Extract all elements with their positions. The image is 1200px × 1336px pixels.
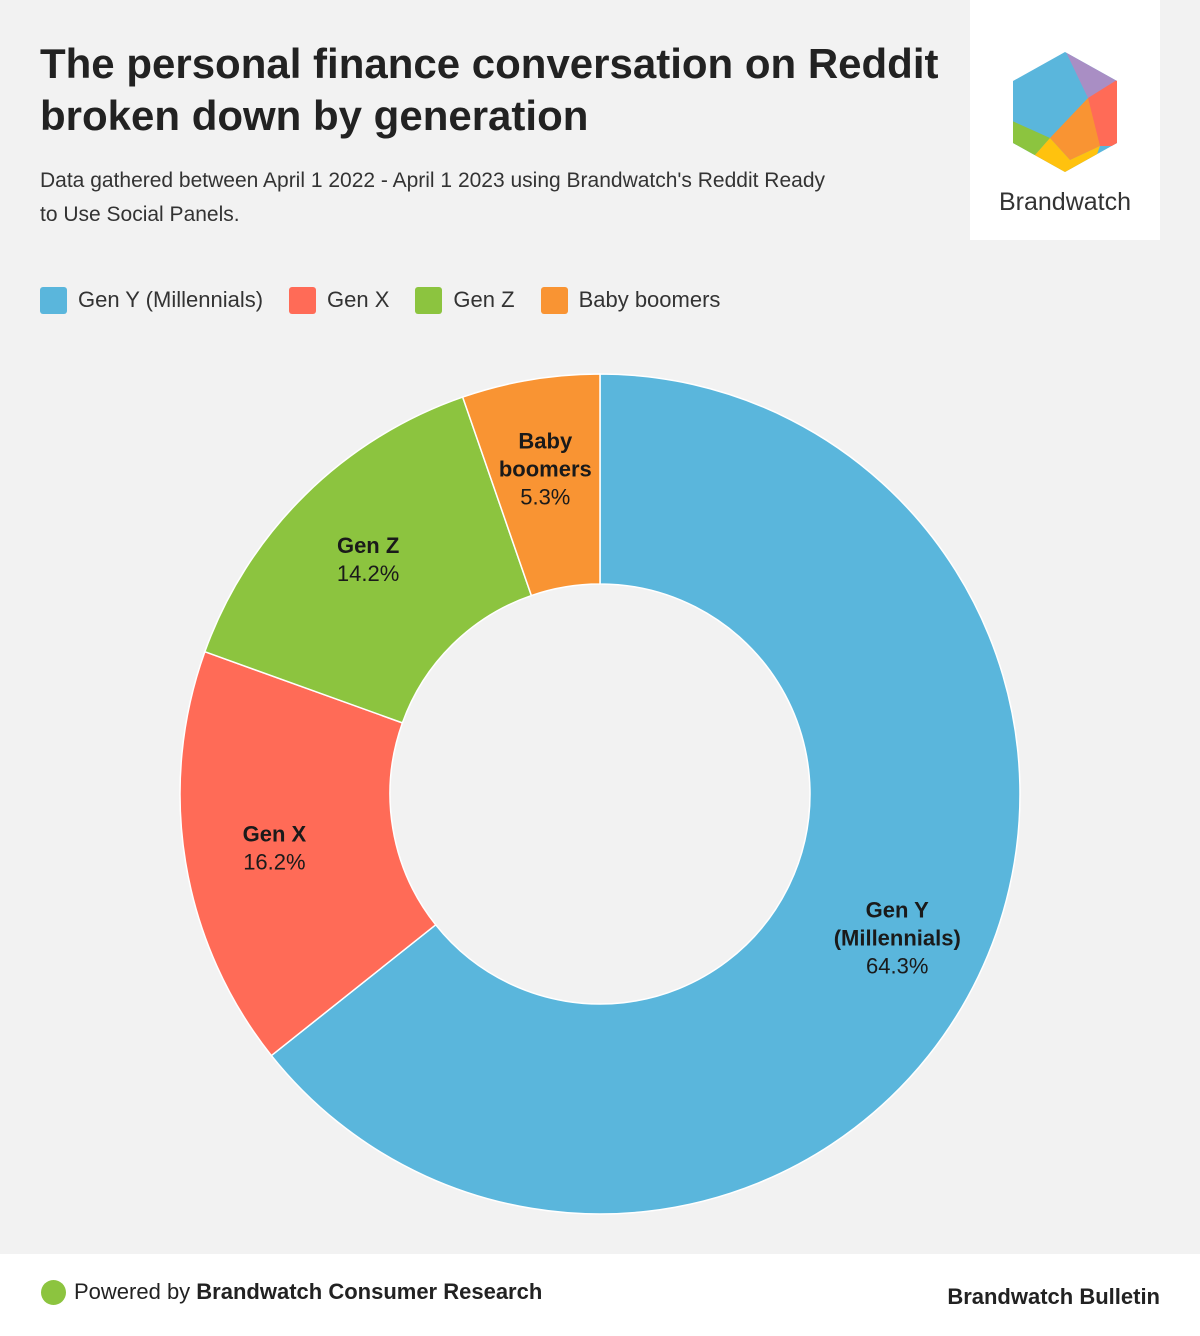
- legend-swatch-gen-x: [289, 286, 317, 314]
- footer-brand[interactable]: Brandwatch Bulletin: [947, 1284, 1160, 1309]
- chart-subtitle-line-1: Data gathered between April 1 2022 - Apr…: [40, 169, 826, 192]
- legend-swatch-gen-z: [415, 286, 443, 314]
- slice-label-baby-boomers: Baby boomers 5.3%: [499, 429, 592, 510]
- slice-label-gen-x: Gen X 16.2%: [243, 822, 307, 875]
- legend-item-gen-z[interactable]: Gen Z: [415, 286, 515, 314]
- brandwatch-logo-text: Brandwatch: [998, 188, 1132, 216]
- slice-label-gen-y-millennials: Gen Y (Millennials) 64.3%: [834, 897, 961, 978]
- chart-subtitle-line-2: to Use Social Panels.: [40, 203, 240, 226]
- legend-item-gen-y[interactable]: Gen Y (Millennials): [40, 286, 264, 314]
- donut-slice-gen-x[interactable]: [179, 650, 437, 1057]
- chart-title: The personal finance conversation on Red…: [40, 38, 940, 142]
- brandwatch-logo[interactable]: Brandwatch: [970, 0, 1160, 240]
- legend-label-gen-y: Gen Y (Millennials): [78, 287, 264, 312]
- legend-swatch-gen-y: [40, 286, 67, 314]
- slice-label-gen-z: Gen Z 14.2%: [337, 533, 399, 586]
- donut-slice-gen-y-millennials[interactable]: [270, 373, 1021, 1215]
- footer-dot-icon: [41, 1280, 66, 1305]
- donut-chart: Gen Y (Millennials) 64.3% Gen X 16.2% Gen Z 14…: [179, 373, 1021, 1215]
- brandwatch-hexagon-logo-icon: [1013, 52, 1117, 172]
- powered-by-prefix: Powered by: [74, 1279, 197, 1304]
- donut-slice-gen-z[interactable]: [203, 396, 533, 724]
- chart-legend: Gen Y (Millennials) Gen X Gen Z Baby boo…: [40, 285, 746, 315]
- slice-name-label: Gen X: [243, 822, 307, 847]
- chart-title-line-2: broken down by generation: [40, 92, 589, 139]
- slice-value-label: 16.2%: [243, 850, 305, 875]
- legend-swatch-baby-boomers: [540, 286, 568, 314]
- slice-value-label: 64.3%: [866, 953, 928, 978]
- legend-label-baby-boomers: Baby boomers: [578, 287, 721, 312]
- legend-item-gen-x[interactable]: Gen X: [289, 286, 390, 314]
- legend-label-gen-x: Gen X: [327, 287, 390, 312]
- donut-slice-baby-boomers[interactable]: [461, 373, 601, 597]
- chart-subtitle: Data gathered between April 1 2022 - Apr…: [40, 164, 940, 232]
- slice-name-label: boomers: [499, 457, 592, 482]
- powered-by-brand[interactable]: Brandwatch Consumer Research: [196, 1279, 543, 1304]
- footer: Powered by Brandwatch Consumer Research …: [0, 1254, 1200, 1336]
- slice-name-label: Gen Z: [337, 533, 399, 558]
- slice-value-label: 14.2%: [337, 561, 399, 586]
- slice-name-label: Baby: [518, 429, 573, 454]
- powered-by-text: Powered by Brandwatch Consumer Research: [74, 1279, 542, 1305]
- slice-value-label: 5.3%: [520, 485, 570, 510]
- chart-title-line-1: The personal finance conversation on Red…: [40, 40, 939, 87]
- legend-item-baby-boomers[interactable]: Baby boomers: [540, 286, 721, 314]
- slice-name-label: Gen Y: [866, 897, 930, 922]
- slice-name-label: (Millennials): [834, 925, 961, 950]
- legend-label-gen-z: Gen Z: [453, 287, 515, 312]
